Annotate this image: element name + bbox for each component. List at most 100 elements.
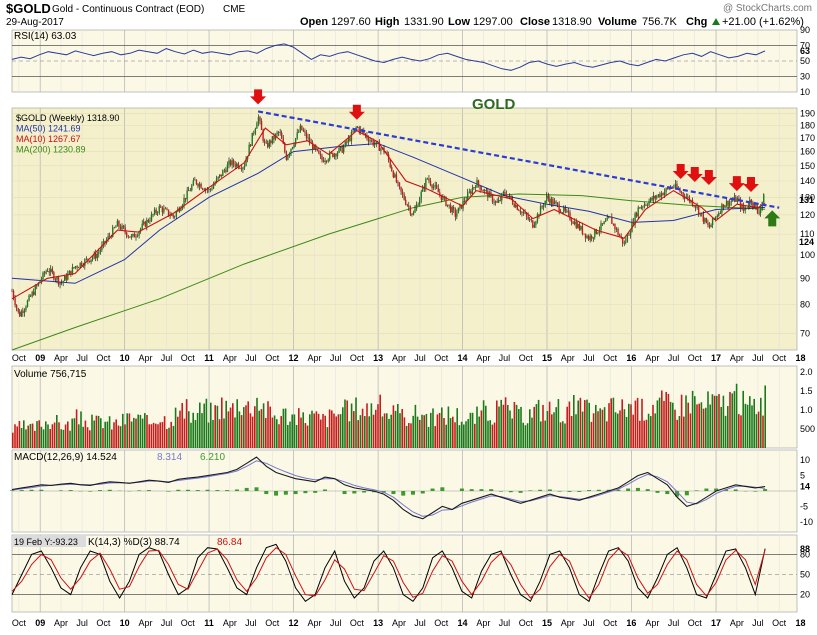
candle-body bbox=[705, 218, 708, 223]
time-axis-label: Apr bbox=[392, 353, 406, 363]
candle-body bbox=[586, 236, 588, 239]
candle-body bbox=[756, 207, 759, 214]
candle-body bbox=[31, 292, 33, 297]
volume-bar bbox=[755, 414, 758, 448]
candle-body bbox=[294, 138, 297, 145]
volume-bar bbox=[245, 405, 247, 448]
candle-body bbox=[136, 235, 139, 237]
candle-body bbox=[437, 188, 439, 193]
candle-body bbox=[85, 258, 88, 260]
candle-body bbox=[200, 183, 202, 189]
candle-body bbox=[217, 176, 219, 179]
volume-bar bbox=[533, 406, 535, 448]
volume-bar bbox=[350, 403, 353, 448]
time-axis-label: Jul bbox=[330, 353, 342, 363]
candle-body bbox=[84, 259, 86, 266]
volume-bar bbox=[262, 403, 265, 448]
candle-body bbox=[259, 117, 261, 121]
candle-body bbox=[592, 237, 594, 239]
volume-bar bbox=[152, 422, 155, 448]
volume-bar bbox=[452, 416, 454, 448]
candle-body bbox=[11, 290, 13, 292]
macd-histogram-bar bbox=[557, 491, 562, 492]
volume-bar bbox=[727, 406, 729, 448]
volume-bar bbox=[526, 423, 529, 448]
candle-body bbox=[15, 305, 18, 309]
candle-body bbox=[186, 190, 188, 200]
candle-body bbox=[591, 235, 593, 239]
volume-bar bbox=[408, 423, 410, 448]
candle-body bbox=[232, 160, 235, 165]
candle-body bbox=[253, 132, 255, 134]
stoch-d-legend: 86.84 bbox=[217, 537, 242, 548]
volume-bar bbox=[144, 413, 146, 448]
volume-bar bbox=[628, 403, 630, 448]
candle-body bbox=[118, 220, 120, 227]
candle-body bbox=[81, 262, 83, 266]
macd-histogram-bar bbox=[68, 490, 73, 491]
candle-body bbox=[349, 138, 351, 141]
candle-body bbox=[553, 201, 556, 205]
candle-body bbox=[671, 187, 673, 189]
volume-bar bbox=[471, 412, 474, 448]
candle-body bbox=[542, 206, 545, 207]
time-axis-label: Oct bbox=[688, 618, 703, 628]
candle-body bbox=[74, 266, 77, 268]
candle-body bbox=[634, 213, 636, 225]
candle-body bbox=[657, 194, 660, 197]
candle-body bbox=[228, 160, 230, 165]
volume-bar bbox=[449, 418, 452, 448]
macd-histogram-bar bbox=[88, 491, 93, 492]
macd-histogram-bar bbox=[195, 490, 200, 491]
candle-body bbox=[304, 131, 306, 133]
candle-body bbox=[279, 132, 281, 134]
time-axis-label: Oct bbox=[434, 353, 449, 363]
volume-bar bbox=[564, 423, 566, 448]
volume-bar bbox=[302, 412, 304, 448]
time-axis-label: Apr bbox=[476, 353, 490, 363]
chg-value: +21.00 (+1.62%) bbox=[722, 16, 804, 28]
macd-histogram-bar bbox=[410, 491, 415, 495]
volume-bar bbox=[210, 402, 212, 448]
candle-body bbox=[504, 192, 506, 194]
volume-bar bbox=[656, 400, 659, 448]
volume-bar bbox=[716, 395, 718, 448]
volume-bar bbox=[379, 394, 381, 448]
candle-body bbox=[541, 206, 543, 208]
volume-bar bbox=[42, 429, 45, 448]
candle-body bbox=[428, 178, 430, 181]
time-axis-label: Jul bbox=[161, 353, 173, 363]
candle-body bbox=[333, 154, 336, 157]
volume-bar bbox=[20, 427, 23, 448]
volume-bar bbox=[236, 399, 238, 448]
candle-body bbox=[747, 206, 749, 209]
volume-bar bbox=[421, 414, 423, 448]
candle-body bbox=[694, 206, 697, 208]
volume-bar bbox=[592, 413, 595, 448]
time-axis-label: Apr bbox=[392, 618, 406, 628]
candle-body bbox=[662, 193, 664, 196]
stochastic-panel bbox=[11, 534, 798, 613]
candle-body bbox=[325, 160, 328, 162]
candle-body bbox=[305, 132, 308, 139]
candle-body bbox=[34, 286, 36, 295]
macd-histogram-bar bbox=[215, 490, 220, 491]
volume-bar bbox=[669, 401, 672, 448]
volume-bar bbox=[559, 422, 562, 448]
candle-body bbox=[648, 201, 650, 206]
volume-bar bbox=[170, 421, 172, 448]
red-down-arrow-icon bbox=[250, 89, 267, 105]
volume-bar bbox=[553, 412, 555, 448]
volume-bar bbox=[126, 413, 128, 448]
time-axis-label: Jul bbox=[330, 618, 342, 628]
candle-body bbox=[558, 204, 560, 212]
volume-bar bbox=[405, 425, 408, 448]
volume-bar bbox=[566, 406, 568, 448]
volume-bar bbox=[172, 426, 175, 448]
candle-body bbox=[608, 217, 610, 219]
volume-bar bbox=[661, 390, 663, 448]
volume-bar bbox=[621, 399, 623, 448]
volume-bar bbox=[647, 413, 650, 448]
volume-bar bbox=[212, 419, 214, 448]
candle-body bbox=[175, 211, 177, 217]
